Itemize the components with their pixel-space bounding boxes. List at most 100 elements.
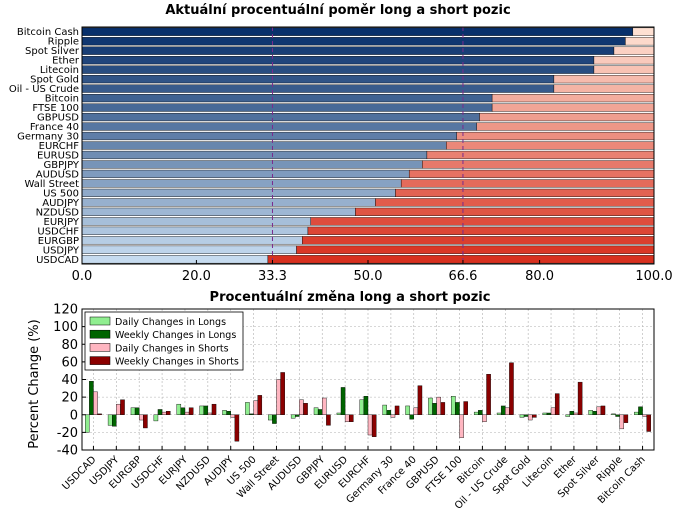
change-bar-7-0 (245, 402, 250, 415)
change-bar-12-1 (363, 396, 369, 415)
change-bar-5-0 (199, 405, 204, 415)
change-bar-16-2 (459, 414, 464, 438)
short-bar-17 (395, 188, 655, 197)
short-bar-22 (302, 236, 655, 245)
change-bar-9-0 (290, 414, 296, 419)
change-bar-18-2 (505, 407, 510, 415)
long-bar-16 (81, 179, 402, 188)
legend-label-1: Weekly Changes in Longs (115, 330, 236, 341)
change-bar-22-3 (600, 405, 606, 415)
long-bar-17 (81, 188, 396, 197)
top-ytick-label-16: Wall Street (25, 179, 80, 190)
short-bar-16 (400, 179, 655, 188)
long-bar-14 (81, 160, 423, 169)
change-bar-2-1 (134, 407, 140, 415)
short-bar-24 (267, 255, 655, 264)
long-bar-23 (81, 245, 297, 254)
long-bar-18 (81, 198, 376, 207)
change-bar-8-3 (280, 372, 285, 415)
change-bar-11-1 (340, 387, 346, 415)
top-xtick-label-3: 50.0 (354, 269, 383, 284)
top-ytick-label-6: Oil - US Crude (9, 84, 79, 95)
long-bar-24 (81, 255, 269, 264)
bottom-ytick-label-4: 40 (61, 373, 78, 388)
change-bar-19-1 (523, 414, 529, 417)
change-bar-10-3 (326, 414, 331, 426)
short-bar-14 (422, 160, 655, 169)
short-bar-18 (375, 198, 655, 207)
change-bar-13-0 (382, 404, 387, 415)
top-xtick-label-6: 100.0 (635, 269, 672, 284)
change-bar-8-1 (272, 414, 277, 424)
top-ytick-label-12: EURCHF (39, 141, 80, 152)
change-bar-20-2 (550, 407, 556, 415)
long-bar-12 (81, 141, 447, 150)
short-bar-4 (593, 65, 655, 74)
change-bar-4-3 (188, 407, 194, 415)
long-bar-15 (81, 169, 410, 179)
change-bar-0-0 (85, 414, 90, 433)
change-bar-2-0 (130, 407, 136, 415)
short-bar-5 (553, 75, 655, 84)
top-ytick-label-14: GBPJPY (43, 160, 79, 171)
change-bar-1-1 (112, 414, 117, 427)
change-bar-11-3 (349, 414, 354, 423)
change-bar-17-1 (478, 410, 483, 415)
change-bar-9-1 (295, 414, 300, 417)
short-bar-11 (456, 131, 655, 141)
long-bar-3 (81, 56, 595, 65)
change-bar-7-3 (257, 395, 263, 415)
change-bar-23-3 (623, 414, 629, 423)
legend-box (84, 311, 244, 371)
long-bar-6 (81, 84, 555, 93)
change-bar-2-2 (138, 414, 144, 421)
bottom-ytick-label-3: 20 (61, 391, 78, 406)
change-bar-19-3 (532, 414, 537, 418)
change-bar-0-2 (93, 391, 98, 415)
legend-label-3: Weekly Changes in Shorts (115, 357, 239, 368)
legend-swatch-2 (89, 343, 111, 352)
legend-swatch-0 (89, 316, 111, 326)
long-bar-22 (81, 236, 303, 245)
change-bar-24-2 (642, 414, 647, 417)
change-bar-6-2 (230, 414, 236, 418)
change-bar-19-0 (519, 414, 525, 418)
change-bar-16-3 (463, 401, 468, 415)
legend-label-2: Daily Changes in Shorts (115, 343, 229, 354)
change-bar-22-2 (596, 406, 602, 415)
change-bar-4-0 (176, 403, 182, 415)
top-ytick-label-21: USDCHF (37, 226, 79, 237)
change-bar-14-0 (405, 405, 410, 415)
change-bar-20-3 (554, 393, 560, 415)
bottom-ytick-label-1: -20 (57, 426, 78, 441)
top-ytick-label-5: Spot Gold (30, 75, 79, 86)
long-bar-4 (81, 65, 595, 74)
change-bar-18-1 (500, 405, 506, 415)
change-bar-15-1 (432, 403, 437, 415)
long-bar-1 (81, 37, 626, 46)
short-bar-7 (491, 94, 655, 103)
bottom-ytick-label-8: 120 (53, 303, 78, 318)
bottom-chart-legend: Daily Changes in Longs Weekly Changes in … (84, 311, 244, 371)
top-ytick-label-2: Spot Silver (25, 46, 80, 57)
top-ytick-label-17: US 500 (43, 188, 79, 199)
top-ytick-label-7: Bitcoin (45, 94, 79, 105)
top-xtick-label-1: 20.0 (182, 269, 211, 284)
change-bar-11-2 (344, 414, 350, 423)
change-bar-13-1 (386, 410, 392, 415)
top-ytick-label-13: EURUSD (37, 150, 79, 161)
top-chart-bars (81, 27, 655, 264)
short-bar-6 (553, 84, 655, 93)
change-bar-2-3 (143, 414, 148, 429)
change-bar-22-1 (592, 411, 597, 415)
change-bar-21-2 (573, 412, 579, 415)
change-bar-6-3 (234, 414, 240, 442)
top-ytick-label-18: AUDJPY (42, 198, 80, 209)
top-chart-title: Aktuální procentuální poměr long a short… (165, 3, 510, 18)
change-bar-8-2 (276, 379, 281, 415)
change-bar-19-2 (527, 414, 533, 421)
change-bar-23-0 (611, 413, 616, 415)
change-bar-9-2 (299, 399, 304, 415)
change-bar-15-0 (428, 397, 433, 415)
bottom-chart-ylabel: Percent Change (%) (27, 319, 42, 448)
